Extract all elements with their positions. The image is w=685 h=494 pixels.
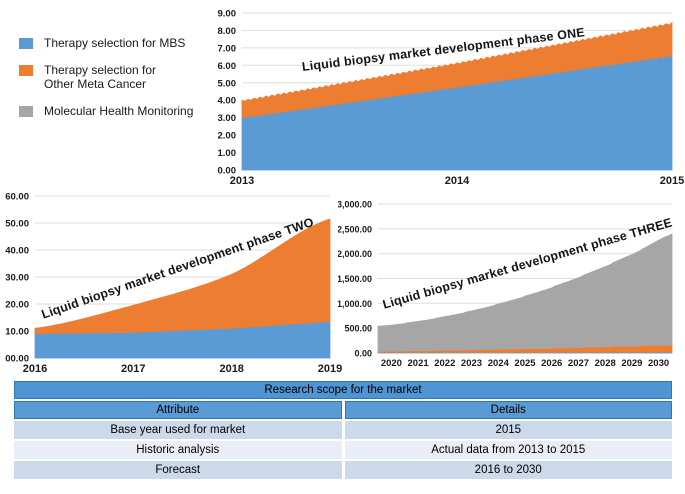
legend-item-molecular-health: Molecular Health Monitoring [19, 104, 224, 118]
phase-two-area-chart: 00.00 10.00 20.00 30.00 40.00 50.00 60.00 2016 2… [0, 188, 345, 380]
svg-text:2018: 2018 [219, 363, 243, 375]
phase-one-chart-svg: 0.00 1.00 2.00 3.00 4.00 5.00 6.00 7.00 8.00 9.00… [218, 9, 685, 188]
svg-text:40.00: 40.00 [5, 246, 29, 257]
svg-text:2026: 2026 [541, 358, 562, 369]
svg-text:2027: 2027 [568, 358, 589, 369]
legend-swatch-orange [19, 65, 33, 76]
legend-item-other-meta-cancer: Therapy selection for Other Meta Cancer [19, 63, 224, 91]
svg-text:2020: 2020 [381, 358, 402, 369]
svg-text:6.00: 6.00 [218, 61, 237, 72]
svg-text:7.00: 7.00 [218, 43, 237, 54]
attribute-cell: Historic analysis [14, 441, 342, 459]
phase-one-area-chart: 0.00 1.00 2.00 3.00 4.00 5.00 6.00 7.00 8.00 9.00… [210, 0, 685, 190]
svg-text:20.00: 20.00 [5, 300, 29, 311]
svg-text:2017: 2017 [121, 363, 145, 375]
details-cell: Actual data from 2013 to 2015 [344, 441, 672, 459]
svg-text:2015: 2015 [660, 175, 684, 187]
legend-label-line: Therapy selection for MBS [44, 36, 186, 50]
legend-label-mbs: Therapy selection for MBS [44, 36, 185, 50]
svg-text:30.00: 30.00 [5, 273, 29, 284]
column-header-attribute: Attribute [14, 401, 342, 419]
column-header-details: Details [344, 401, 672, 419]
svg-text:00.00: 00.00 [5, 354, 29, 365]
svg-text:3.00: 3.00 [218, 113, 237, 124]
legend-item-mbs: Therapy selection for MBS [19, 36, 224, 50]
svg-text:2,500.00: 2,500.00 [338, 224, 372, 234]
details-cell: 2016 to 2030 [344, 461, 672, 479]
svg-text:2023: 2023 [461, 358, 482, 369]
svg-text:2,000.00: 2,000.00 [338, 249, 372, 259]
table-row-historic-analysis: Historic analysis Actual data from 2013 … [14, 441, 672, 459]
svg-text:2019: 2019 [318, 363, 342, 375]
legend-swatch-gray [19, 106, 33, 117]
svg-text:0.00: 0.00 [354, 349, 372, 359]
attribute-cell: Base year used for market [14, 421, 342, 439]
svg-text:2022: 2022 [434, 358, 455, 369]
table-row-base-year: Base year used for market 2015 [14, 421, 672, 439]
research-scope-table: Research scope for the market Attribute … [14, 381, 672, 479]
svg-text:1,500.00: 1,500.00 [338, 274, 372, 284]
legend-label-molecular-health: Molecular Health Monitoring [44, 104, 193, 118]
svg-text:2024: 2024 [488, 358, 510, 369]
legend-swatch-blue [19, 38, 33, 49]
svg-text:60.00: 60.00 [5, 192, 29, 203]
svg-text:9.00: 9.00 [218, 9, 237, 20]
svg-text:5.00: 5.00 [218, 78, 237, 89]
legend-label-line: Other Meta Cancer [44, 77, 147, 91]
legend-label-other-meta-cancer: Therapy selection for Other Meta Cancer [44, 63, 156, 91]
table-header-row: Attribute Details [14, 401, 672, 419]
svg-text:3,000.00: 3,000.00 [338, 200, 372, 210]
phase-two-chart-svg: 00.00 10.00 20.00 30.00 40.00 50.00 60.00 2016 2… [5, 192, 342, 376]
svg-text:1,000.00: 1,000.00 [338, 299, 372, 309]
svg-text:10.00: 10.00 [5, 327, 29, 338]
svg-text:2025: 2025 [514, 358, 536, 369]
table-row-forecast: Forecast 2016 to 2030 [14, 461, 672, 479]
chart-legend: Therapy selection for MBS Therapy select… [19, 36, 224, 118]
phase-three-area-chart: 0.00 500.00 1,000.00 1,500.00 2,000.00 2,500.… [338, 188, 685, 380]
svg-text:1.00: 1.00 [218, 148, 237, 159]
attribute-cell: Forecast [14, 461, 342, 479]
svg-text:2030: 2030 [648, 358, 669, 369]
svg-text:0.00: 0.00 [218, 166, 237, 177]
svg-text:2029: 2029 [621, 358, 642, 369]
svg-text:4.00: 4.00 [218, 96, 237, 107]
svg-text:2014: 2014 [445, 175, 470, 187]
svg-text:2013: 2013 [230, 175, 254, 187]
svg-text:2028: 2028 [595, 358, 616, 369]
svg-text:2021: 2021 [408, 358, 430, 369]
svg-text:500.00: 500.00 [344, 324, 372, 334]
table-title: Research scope for the market [14, 381, 672, 399]
legend-label-line: Molecular Health Monitoring [44, 104, 194, 118]
phase-three-chart-svg: 0.00 500.00 1,000.00 1,500.00 2,000.00 2,500.… [338, 200, 673, 369]
svg-text:8.00: 8.00 [218, 26, 237, 37]
svg-text:2.00: 2.00 [218, 131, 237, 142]
legend-label-line: Therapy selection for [44, 63, 157, 77]
details-cell: 2015 [344, 421, 672, 439]
svg-text:2016: 2016 [23, 363, 47, 375]
svg-text:50.00: 50.00 [5, 219, 29, 230]
